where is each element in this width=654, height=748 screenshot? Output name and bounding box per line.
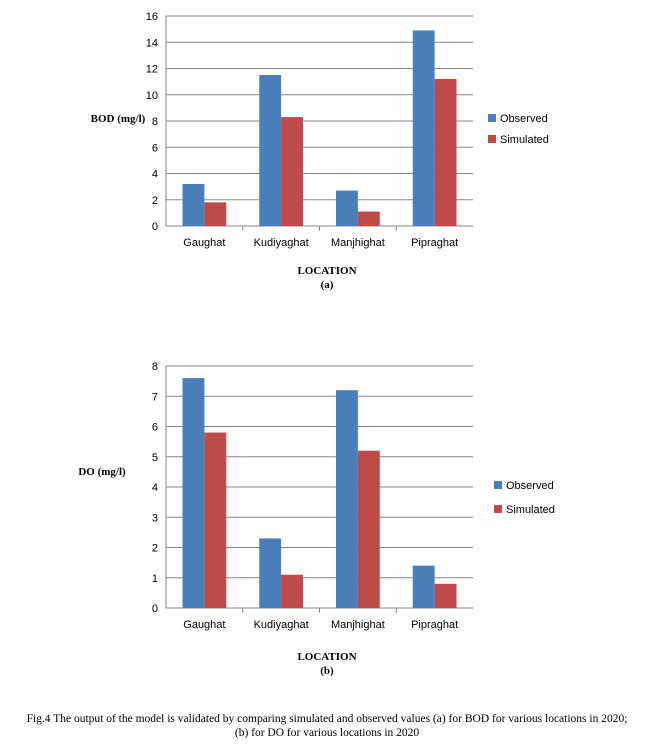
x-axis-label: LOCATION xyxy=(297,265,356,277)
y-tick-label: 8 xyxy=(152,116,158,128)
chart-sublabel: (b) xyxy=(320,665,334,677)
bar-simulated-kudiyaghat xyxy=(281,117,303,226)
legend-label-observed: Observed xyxy=(500,113,548,125)
y-tick-label: 4 xyxy=(152,169,158,181)
x-category-label: Pipraghat xyxy=(411,619,458,631)
y-tick-label: 10 xyxy=(146,90,158,102)
y-axis-label: DO (mg/l) xyxy=(78,466,126,478)
bar-observed-kudiyaghat xyxy=(259,75,282,226)
legend-swatch-simulated xyxy=(494,505,502,513)
y-tick-label: 1 xyxy=(152,573,158,585)
caption-line-1: Fig.4 The output of the model is validat… xyxy=(26,713,628,725)
y-tick-label: 16 xyxy=(146,11,158,23)
legend-swatch-observed xyxy=(488,114,496,122)
y-tick-label: 2 xyxy=(152,195,158,207)
legend-swatch-observed xyxy=(494,481,502,489)
y-tick-label: 6 xyxy=(152,422,158,434)
bar-observed-manjhighat xyxy=(336,390,358,608)
y-tick-label: 7 xyxy=(152,391,158,403)
x-axis-label: LOCATION xyxy=(297,651,356,663)
y-tick-label: 2 xyxy=(152,543,158,555)
x-category-label: Manjhighat xyxy=(331,237,385,249)
bar-simulated-manjhighat xyxy=(357,211,380,226)
bar-simulated-gaughat xyxy=(204,202,227,226)
y-axis-label: BOD (mg/l) xyxy=(91,113,146,125)
legend-swatch-simulated xyxy=(488,135,496,143)
x-category-label: Pipraghat xyxy=(411,237,458,249)
chart-sublabel: (a) xyxy=(321,279,334,291)
figure-caption: Fig.4 The output of the model is validat… xyxy=(0,712,654,740)
y-tick-label: 6 xyxy=(152,142,158,154)
legend-label-simulated: Simulated xyxy=(500,134,549,146)
y-tick-label: 3 xyxy=(152,512,158,524)
bar-simulated-pipraghat xyxy=(434,79,457,226)
y-tick-label: 12 xyxy=(146,64,158,76)
x-category-label: Kudiyaghat xyxy=(254,619,309,631)
legend-label-simulated: Simulated xyxy=(506,504,555,516)
x-category-label: Kudiyaghat xyxy=(254,237,309,249)
bar-observed-manjhighat xyxy=(336,190,358,226)
x-category-label: Gaughat xyxy=(183,619,225,631)
x-category-label: Gaughat xyxy=(183,237,225,249)
y-tick-label: 5 xyxy=(152,452,158,464)
y-tick-label: 14 xyxy=(146,37,158,49)
bar-observed-gaughat xyxy=(182,184,205,226)
bar-simulated-manjhighat xyxy=(357,450,380,608)
y-tick-label: 8 xyxy=(152,361,158,373)
bar-simulated-pipraghat xyxy=(434,583,457,608)
chart-bod: 0 2 4 6 8 10 12 14 16 Gaughat Kudiyaghat Manjhighat… xyxy=(91,11,549,291)
bar-simulated-gaughat xyxy=(204,432,227,608)
y-tick-label: 4 xyxy=(152,482,158,494)
bar-observed-pipraghat xyxy=(412,30,435,226)
caption-line-2: (b) for DO for various locations in 2020 xyxy=(234,727,420,739)
y-tick-label: 0 xyxy=(152,603,158,615)
bar-observed-pipraghat xyxy=(412,565,435,608)
bar-observed-kudiyaghat xyxy=(259,538,282,608)
y-tick-label: 0 xyxy=(152,221,158,233)
legend-label-observed: Observed xyxy=(506,480,554,492)
bar-observed-gaughat xyxy=(182,378,205,608)
chart-do: 0 1 2 3 4 5 6 7 8 Gaughat Kudiyaghat Manjhighat Pipr… xyxy=(78,361,555,677)
bar-simulated-kudiyaghat xyxy=(281,574,303,608)
x-category-label: Manjhighat xyxy=(331,619,385,631)
